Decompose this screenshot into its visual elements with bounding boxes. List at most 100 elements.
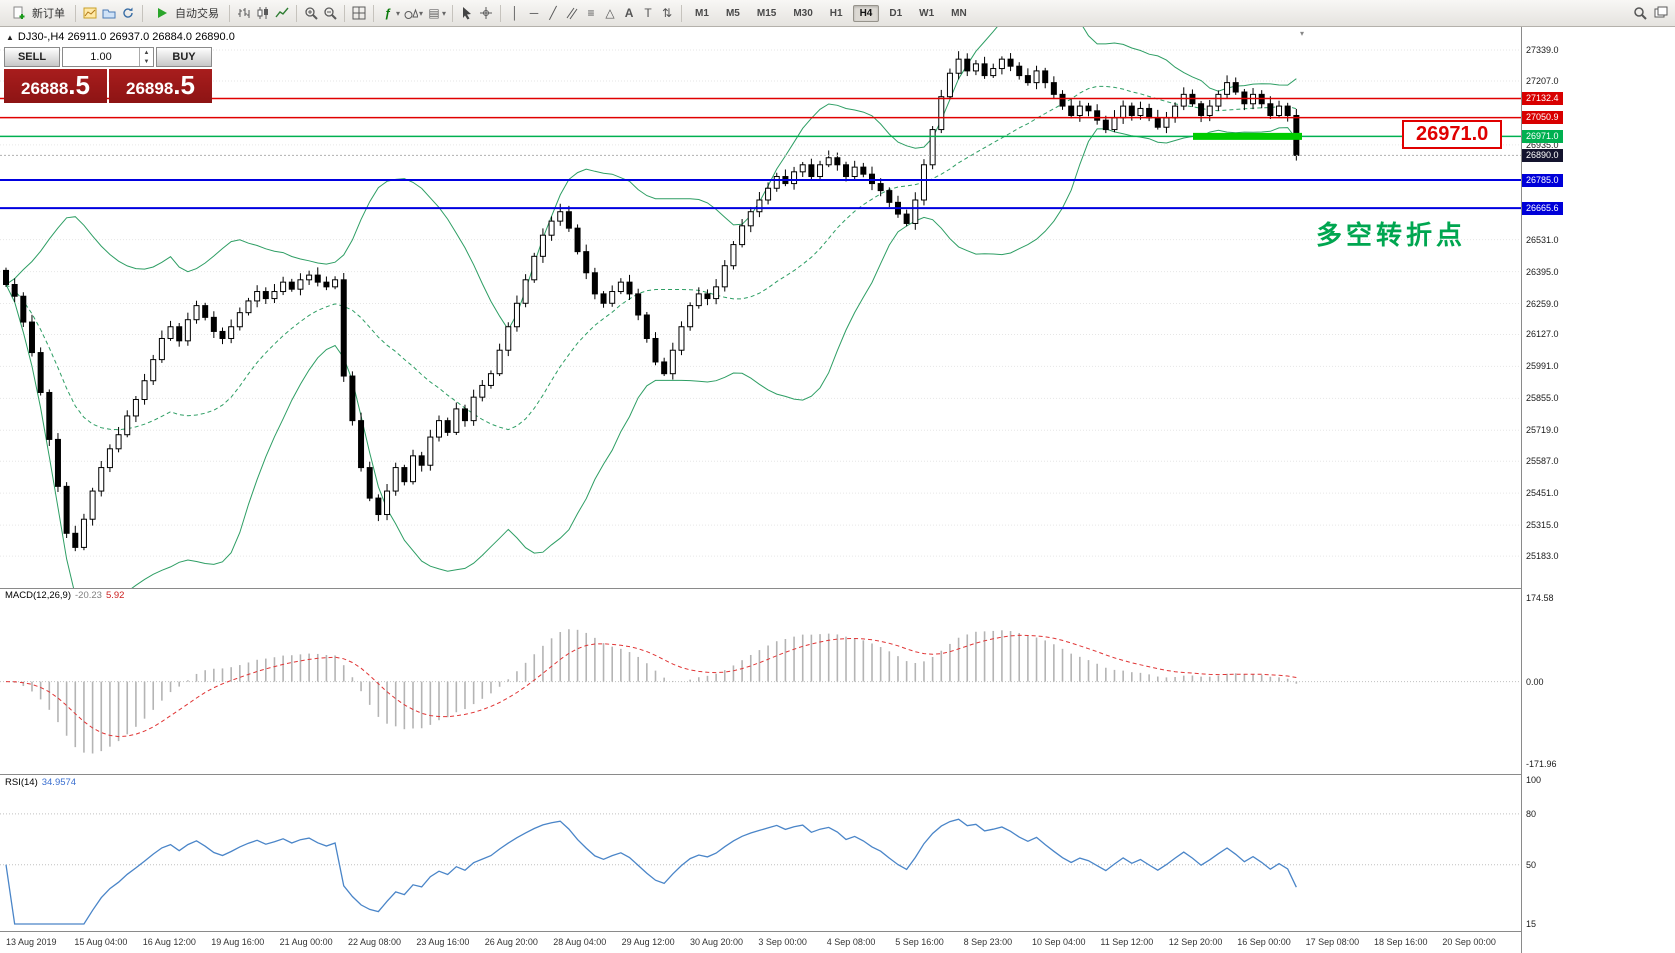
time-axis[interactable]: 13 Aug 2019 15 Aug 04:00 16 Aug 12:00 19 Au… [0,931,1521,953]
bars-icon[interactable] [235,4,253,22]
timeframe-w1[interactable]: W1 [919,7,935,19]
templates-icon[interactable]: ▤ [428,6,440,20]
new-order-button[interactable]: 新订单 [5,2,70,24]
arrows-icon[interactable]: ⇅ [662,6,673,20]
candles-icon[interactable] [254,4,272,22]
indicators-icon[interactable]: ƒ [384,6,392,20]
fibo-icon[interactable]: ≡ [587,6,595,20]
channel-icon[interactable] [563,4,581,22]
chart-area[interactable]: ▲ DJ30-,H4 26911.0 26937.0 26884.0 26890… [0,27,1521,953]
shapes-icon[interactable]: △ [605,6,615,20]
toolbar-separator [142,4,143,22]
time-axis-label: 26 Aug 20:00 [484,937,538,947]
main-chart-svg[interactable] [0,27,1521,588]
price-axis-label: 25991.0 [1526,361,1559,372]
timeframe-h1[interactable]: H1 [829,7,843,19]
timeframe-m15[interactable]: M15 [756,7,777,19]
turning-point-note[interactable]: 多空转折点 [1316,220,1467,250]
macd-signal-line [5,634,1297,738]
trendline-icon[interactable]: ╱ [549,6,557,20]
macd-panel-svg[interactable] [0,588,1521,774]
price-axis-label: 25719.0 [1526,425,1559,436]
timeframe-m5[interactable]: M5 [725,7,740,19]
volume-up-icon[interactable]: ▲ [143,49,150,56]
new-order-icon[interactable] [10,4,28,22]
price-axis-label: 25451.0 [1526,488,1559,499]
windows-icon[interactable] [1652,4,1670,22]
price-axis-label: 26127.0 [1526,329,1559,340]
zoom-out-icon[interactable] [321,4,339,22]
time-axis-label: 18 Sep 16:00 [1374,937,1428,947]
volume-down-icon[interactable]: ▼ [143,58,150,65]
price-axis-label: 25315.0 [1526,520,1559,531]
price-axis-label: 25183.0 [1526,551,1559,562]
price-callout-label[interactable]: 26971.0 [1402,120,1503,150]
time-axis-label: 12 Sep 20:00 [1168,937,1223,947]
buy-price-box[interactable]: 26898.5 [109,69,212,103]
objects-dropdown-caret[interactable]: ▾ [419,8,424,18]
macd-label: MACD(12,26,9) -20.23 5.92 [5,590,124,601]
macd-histogram [13,629,1298,754]
price-axis-label: 25587.0 [1526,456,1559,467]
buy-button[interactable]: BUY [156,47,212,67]
timeframe-mn[interactable]: MN [951,7,967,19]
price-axis-badge: 26665.6 [1522,201,1563,215]
price-axis-badge: 26785.0 [1522,173,1563,187]
time-axis-label: 11 Sep 12:00 [1100,937,1154,947]
line-chart-icon[interactable] [273,4,291,22]
zoom-in-icon[interactable] [302,4,320,22]
rsi-value: 34.9574 [41,777,77,788]
timeframe-m1[interactable]: M1 [695,7,709,19]
time-axis-label: 20 Sep 00:00 [1442,937,1496,947]
volume-value[interactable]: 1.00 [90,51,112,63]
time-axis-label: 17 Sep 08:00 [1305,937,1360,947]
collapse-icon[interactable]: ▲ [6,32,14,42]
time-axis-label: 28 Aug 04:00 [553,937,607,947]
vline-icon[interactable]: │ [511,6,519,20]
text-icon[interactable]: A [624,6,634,20]
rsi-panel-svg[interactable] [0,774,1521,931]
price-axis-label: 26935.0 [1526,139,1559,150]
volume-stepper[interactable]: 1.00 ▲ ▼ [62,47,154,67]
volume-spinner[interactable]: ▲ ▼ [139,48,153,66]
autotrading-label: 自动交易 [175,8,219,20]
price-axis[interactable]: 27339.0 27207.0 26935.0 26531.0 26395.0 26259… [1521,27,1675,953]
time-axis-label: 5 Sep 16:00 [895,937,944,947]
toolbar-separator [296,4,297,22]
objects-icon[interactable] [402,4,420,22]
hline-icon[interactable]: ─ [529,6,539,20]
sell-button[interactable]: SELL [4,47,60,67]
buy-price-int: 26898 [126,79,174,98]
search-icon[interactable] [1631,4,1649,22]
crosshair-icon[interactable] [477,4,495,22]
timeframe-m30[interactable]: M30 [793,7,813,19]
price-axis-label: 25855.0 [1526,393,1559,404]
macd-axis-label: 174.58 [1526,593,1554,603]
profiles-icon[interactable] [100,4,118,22]
rsi-label: RSI(14) 34.9574 [5,777,76,788]
toolbar-left-group: 新订单 自动交易 ƒ ▾ ▾ ▤ ▾ │ ─ ╱ ≡ △ A T ⇅ M1 M5 M15 M30 H1 H4 D1 W1 MN [5,2,1631,24]
time-axis-label: 29 Aug 12:00 [621,937,675,947]
new-chart-icon[interactable] [81,4,99,22]
price-axis-label: 26531.0 [1526,234,1559,245]
horizontal-lines[interactable] [0,97,1521,210]
refresh-icon[interactable] [119,4,137,22]
sell-price-box[interactable]: 26888.5 [4,69,107,103]
label-icon[interactable]: T [644,6,652,20]
time-axis-label: 15 Aug 04:00 [74,937,128,947]
time-axis-label: 22 Aug 08:00 [348,937,402,947]
play-icon[interactable] [153,4,171,22]
autotrading-button[interactable]: 自动交易 [148,2,224,24]
chart-workspace: ▲ DJ30-,H4 26911.0 26937.0 26884.0 26890… [0,27,1675,953]
chart-shift-marker[interactable]: ▾ [1300,29,1305,38]
rsi-line [5,818,1297,925]
timeframe-h4[interactable]: H4 [852,4,880,22]
templates-dropdown-caret[interactable]: ▾ [442,8,447,18]
time-axis-label: 4 Sep 08:00 [826,937,876,947]
buy-price-frac: .5 [173,70,195,100]
timeframe-d1[interactable]: D1 [889,7,903,19]
indicators-dropdown-caret[interactable]: ▾ [396,8,401,18]
cursor-icon[interactable] [458,4,476,22]
tile-windows-icon[interactable] [350,4,368,22]
